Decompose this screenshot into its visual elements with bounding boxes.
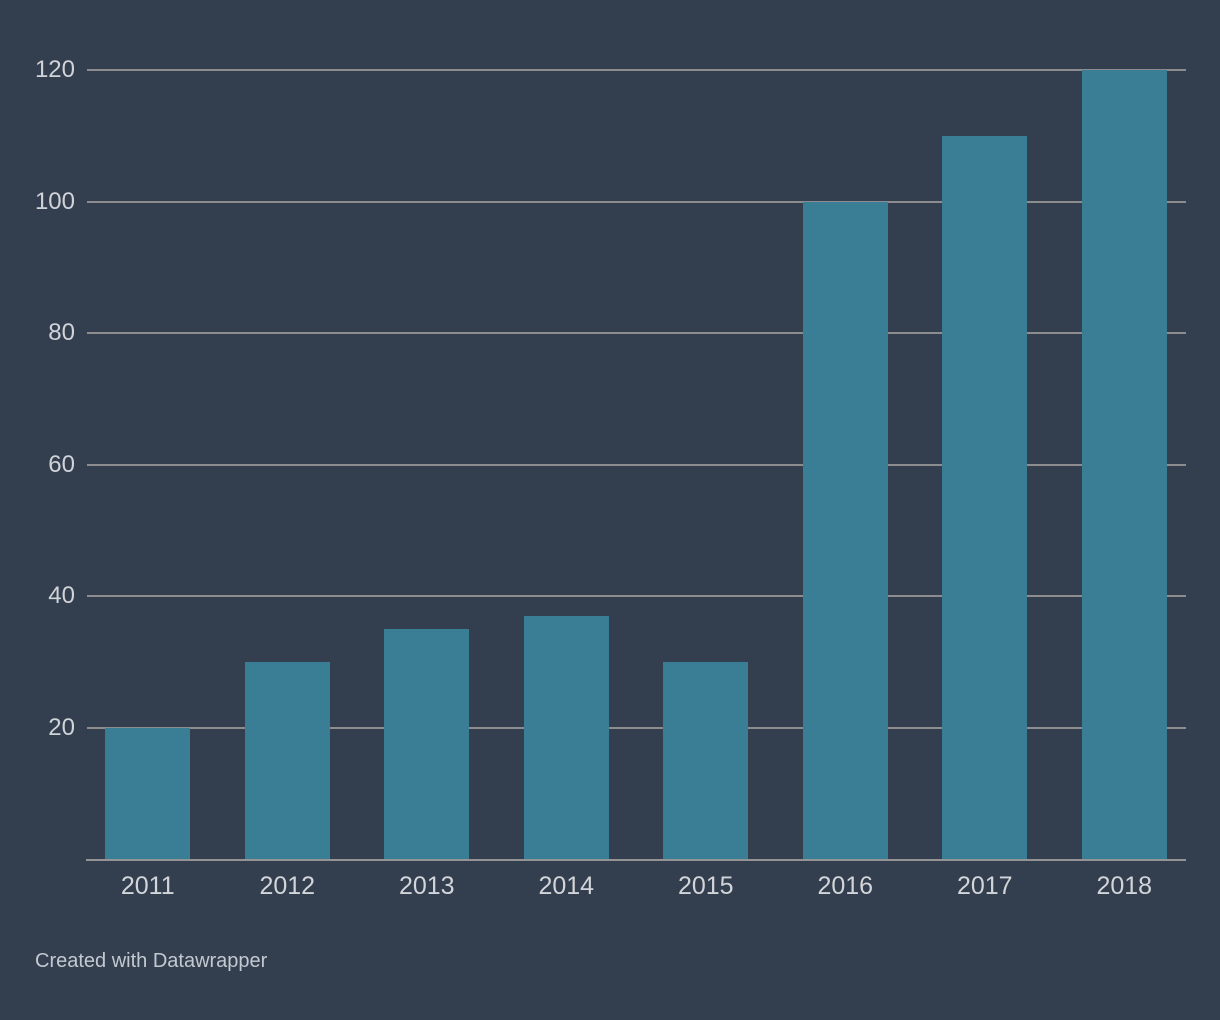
x-tick-label-2011: 2011 — [120, 872, 175, 900]
x-tick-label-2015: 2015 — [677, 872, 734, 900]
bar-slot-2015 — [636, 70, 776, 859]
x-tick-label-2016: 2016 — [817, 872, 874, 900]
gridline-20 — [87, 726, 1186, 729]
x-axis-line — [86, 859, 1186, 861]
x-tick-label-2013: 2013 — [398, 872, 455, 900]
x-tick-label-2018: 2018 — [1096, 872, 1153, 900]
y-tick-label-120: 120 — [34, 56, 75, 83]
bar-slot-2016 — [776, 70, 916, 859]
x-tick-label-2014: 2014 — [538, 872, 595, 900]
bar-slot-2014 — [497, 70, 637, 859]
y-tick-label-60: 60 — [48, 450, 75, 478]
bar-2018 — [1081, 70, 1167, 859]
datawrapper-attribution-link[interactable]: Created with Datawrapper — [35, 950, 268, 972]
bar-2016 — [802, 201, 888, 859]
gridline-80 — [87, 332, 1186, 334]
bars — [78, 70, 1194, 859]
gridline-40 — [87, 595, 1186, 597]
bar-slot-2013 — [357, 70, 497, 859]
y-tick-label-40: 40 — [48, 582, 75, 609]
bar-2013 — [384, 628, 470, 859]
bar-2014 — [523, 615, 609, 859]
bar-2017 — [942, 135, 1028, 859]
bar-slot-2011 — [78, 70, 218, 859]
bar-2011 — [105, 727, 191, 859]
bar-2015 — [663, 661, 749, 859]
y-tick-label-20: 20 — [48, 713, 75, 741]
gridline-120 — [87, 69, 1186, 71]
gridline-60 — [87, 463, 1186, 466]
y-tick-label-100: 100 — [34, 187, 75, 215]
y-tick-label-80: 80 — [48, 319, 75, 346]
gridline-100 — [87, 200, 1186, 203]
x-tick-label-2017: 2017 — [956, 872, 1013, 900]
bar-slot-2018 — [1055, 70, 1195, 859]
bar-slot-2017 — [915, 70, 1055, 859]
bar-slot-2012 — [218, 70, 358, 859]
x-tick-label-2012: 2012 — [259, 872, 316, 900]
bar-2012 — [244, 661, 330, 859]
x-axis-labels: 2011 2012 2013 2014 2015 2016 2017 2018 — [78, 871, 1194, 901]
